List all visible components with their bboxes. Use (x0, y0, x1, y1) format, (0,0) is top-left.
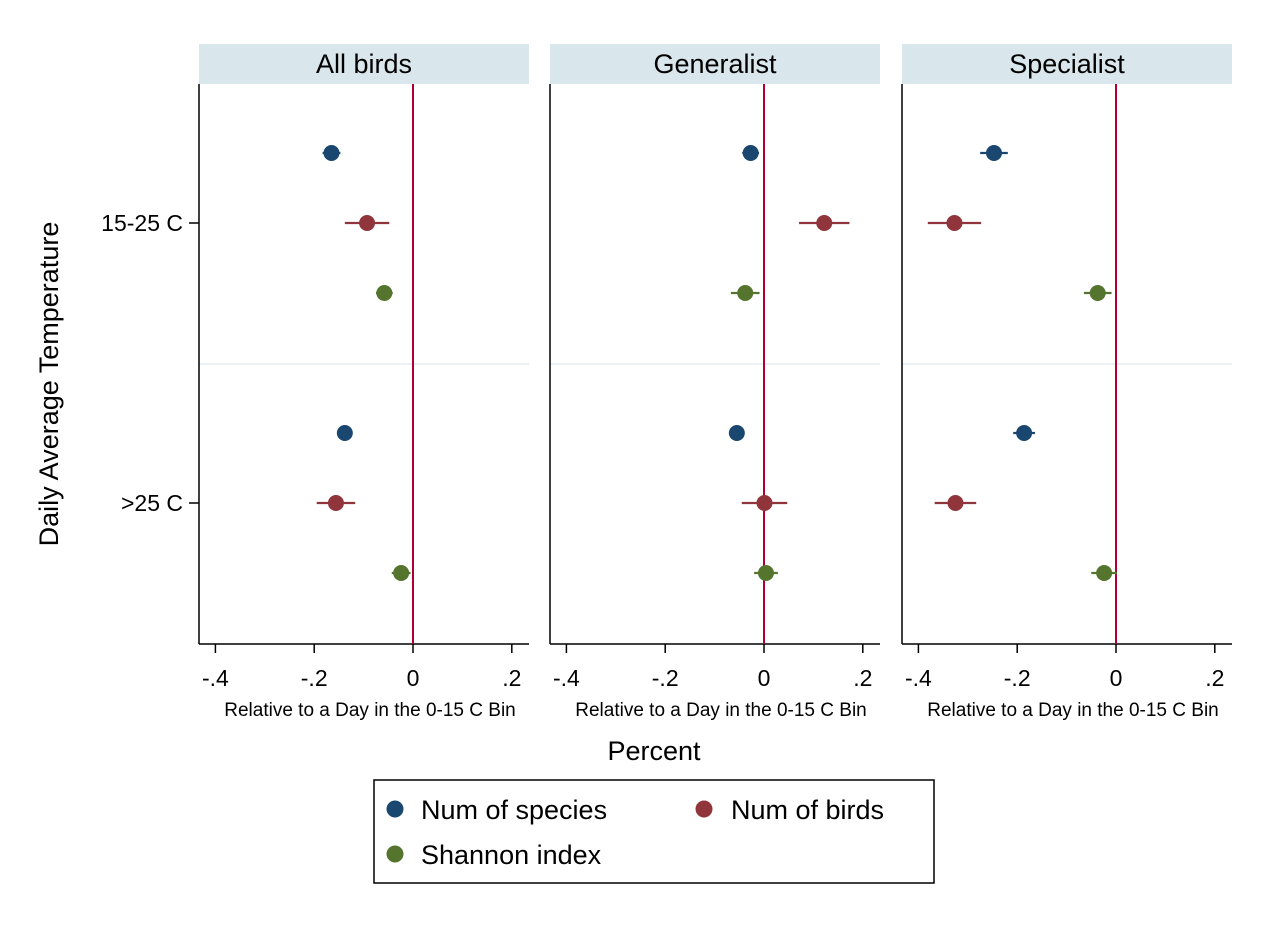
y-axis: 15-25 C >25 C (101, 210, 199, 516)
panel-generalist: Generalist -.4 -.2 0 .2 Relative to a Day in … (549, 44, 880, 721)
panel-header (902, 44, 1232, 84)
panel-specialist: Specialist -.4 -.2 0 .2 Relative to a Day in … (901, 44, 1232, 721)
legend-label-shannon: Shannon index (421, 840, 602, 870)
x-tick-label: .2 (1205, 665, 1224, 691)
point-birds (359, 215, 376, 231)
y-tick-label: >25 C (121, 490, 183, 516)
panel-all-birds: All birds -.4 -.2 0 .2 Relative to a Day in t… (198, 44, 529, 721)
x-tick-label: -.4 (202, 665, 229, 691)
x-tick-label: -.2 (652, 665, 679, 691)
legend-marker-species (386, 800, 404, 818)
point-species (985, 145, 1002, 161)
point-species (1016, 425, 1033, 441)
point-shannon (1089, 285, 1106, 301)
x-tick-label: 0 (1110, 665, 1123, 691)
legend-marker-shannon (386, 845, 404, 863)
x-axis-title: Percent (607, 736, 701, 766)
y-tick-label: 15-25 C (101, 210, 183, 236)
point-birds (816, 215, 833, 231)
panel-header (550, 44, 880, 84)
point-species (336, 425, 353, 441)
point-birds (756, 495, 773, 511)
x-axis-subtitle: Relative to a Day in the 0-15 C Bin (927, 700, 1219, 721)
legend-label-birds: Num of birds (731, 795, 884, 825)
legend-label-species: Num of species (421, 795, 607, 825)
panel-title: Generalist (653, 49, 777, 79)
x-tick-label: .2 (502, 665, 521, 691)
point-shannon (737, 285, 754, 301)
x-tick-label: -.2 (301, 665, 328, 691)
panel-title: All birds (316, 49, 412, 79)
x-tick-label: -.2 (1004, 665, 1031, 691)
point-shannon (393, 565, 410, 581)
y-axis-title: Daily Average Temperature (34, 222, 64, 547)
point-birds (946, 215, 963, 231)
point-species (728, 425, 745, 441)
legend-box (373, 779, 935, 884)
x-tick-label: -.4 (553, 665, 580, 691)
x-tick-label: 0 (407, 665, 420, 691)
x-tick-label: .2 (853, 665, 872, 691)
panel-title: Specialist (1009, 49, 1125, 79)
x-axis-subtitle: Relative to a Day in the 0-15 C Bin (224, 700, 516, 721)
point-birds (327, 495, 344, 511)
point-species (742, 145, 759, 161)
point-birds (947, 495, 964, 511)
x-tick-label: 0 (758, 665, 771, 691)
panels-layer: All birds -.4 -.2 0 .2 Relative to a Day in t… (198, 44, 1232, 721)
x-tick-label: -.4 (905, 665, 932, 691)
x-axis-subtitle: Relative to a Day in the 0-15 C Bin (575, 700, 867, 721)
legend: Num of species Num of birds Shannon inde… (373, 779, 935, 884)
legend-marker-birds (695, 800, 713, 818)
point-species (323, 145, 340, 161)
point-shannon (376, 285, 393, 301)
point-shannon (1096, 565, 1113, 581)
point-shannon (757, 565, 774, 581)
panel-header (199, 44, 529, 84)
